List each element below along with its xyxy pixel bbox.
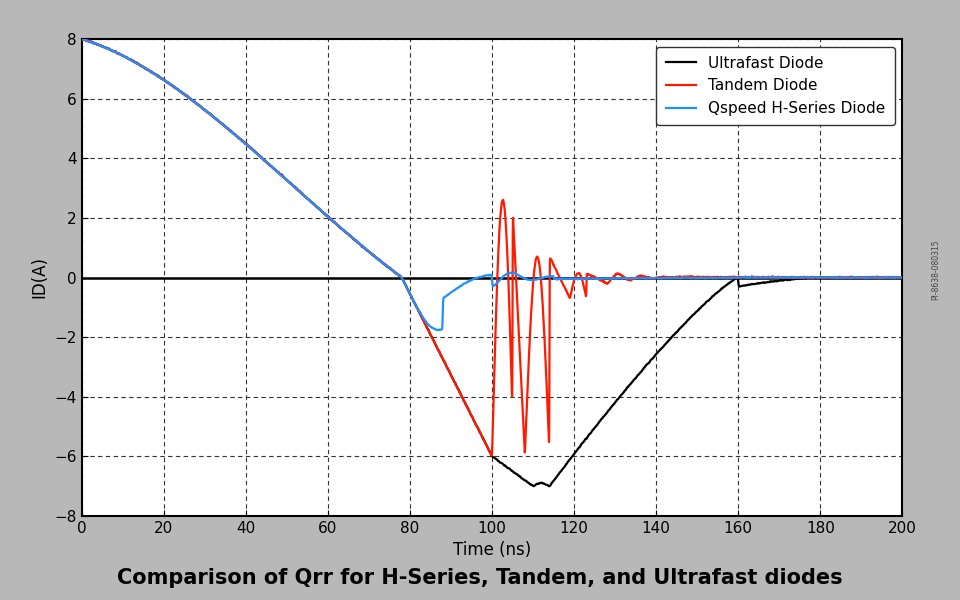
Qspeed H-Series Diode (897, 274, 908, 281)
Tandem Diode (486, 452, 497, 459)
Ultrafast Diode (76, 35, 87, 43)
Ultrafast Diode (117, 52, 129, 59)
Tandem Diode (597, 278, 609, 285)
Tandem Diode (897, 274, 908, 281)
Qspeed H-Series Diode (432, 326, 444, 334)
Ultrafast Diode (729, 276, 740, 283)
Text: Comparison of Qrr for H-Series, Tandem, and Ultrafast diodes: Comparison of Qrr for H-Series, Tandem, … (117, 568, 843, 588)
Qspeed H-Series Diode (117, 52, 129, 59)
Ultrafast Diode (562, 459, 573, 466)
Legend: Ultrafast Diode, Tandem Diode, Qspeed H-Series Diode: Ultrafast Diode, Tandem Diode, Qspeed H-… (657, 47, 895, 125)
Qspeed H-Series Diode (684, 275, 696, 282)
Qspeed H-Series Diode (76, 35, 87, 43)
Ultrafast Diode (543, 482, 555, 490)
Ultrafast Diode (897, 274, 908, 281)
Ultrafast Diode (597, 413, 609, 421)
Tandem Diode (684, 273, 696, 280)
Line: Tandem Diode: Tandem Diode (82, 38, 902, 455)
Qspeed H-Series Diode (562, 275, 573, 283)
Tandem Diode (562, 290, 573, 297)
Qspeed H-Series Diode (373, 256, 385, 263)
Tandem Diode (76, 35, 87, 42)
Y-axis label: ID(A): ID(A) (31, 257, 49, 298)
Qspeed H-Series Diode (597, 275, 609, 282)
Tandem Diode (729, 273, 740, 280)
Tandem Diode (373, 256, 385, 263)
Line: Qspeed H-Series Diode: Qspeed H-Series Diode (82, 39, 902, 330)
Ultrafast Diode (373, 256, 385, 263)
Ultrafast Diode (684, 314, 696, 322)
Tandem Diode (117, 52, 129, 59)
Qspeed H-Series Diode (729, 274, 740, 281)
X-axis label: Time (ns): Time (ns) (453, 541, 531, 559)
Text: PI-8638-080315: PI-8638-080315 (931, 239, 941, 301)
Line: Ultrafast Diode: Ultrafast Diode (82, 39, 902, 486)
